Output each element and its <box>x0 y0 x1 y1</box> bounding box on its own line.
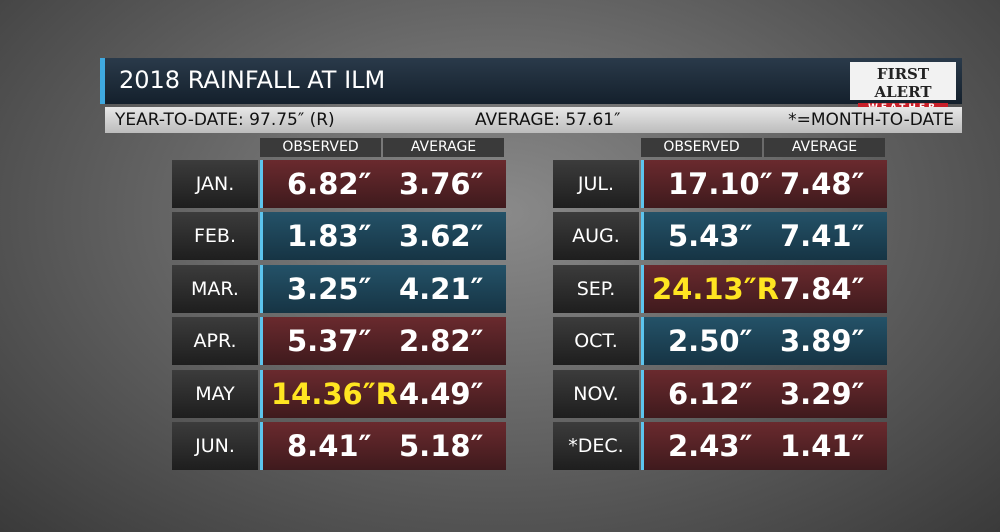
value-cell: 2.43″ 1.41″ <box>641 422 887 470</box>
observed: 1.83″ <box>287 219 372 254</box>
average: 7.84″ <box>780 271 865 306</box>
observed: 5.43″ <box>668 219 753 254</box>
value-cell: 6.82″ 3.76″ <box>260 160 506 208</box>
average: 4.21″ <box>399 271 484 306</box>
value-cell: 1.83″ 3.62″ <box>260 212 506 261</box>
column-header: AVERAGE <box>383 138 504 157</box>
average: 5.18″ <box>399 429 484 463</box>
observed: 6.12″ <box>668 376 753 411</box>
average: 1.41″ <box>780 429 865 463</box>
title: 2018 RAINFALL AT ILM <box>119 66 386 94</box>
column-header: OBSERVED <box>260 138 381 157</box>
observed: 3.25″ <box>287 271 372 306</box>
logo-top: FIRST ALERT <box>874 65 932 101</box>
average: 7.41″ <box>780 219 865 254</box>
value-cell: 3.25″ 4.21″ <box>260 264 506 313</box>
observed: 14.36″R <box>271 376 399 411</box>
month-cell: NOV. <box>553 369 639 418</box>
average: 3.29″ <box>780 376 865 411</box>
value-cell: 2.50″ 3.89″ <box>641 317 887 366</box>
subheader: YEAR-TO-DATE: 97.75″ (R) AVERAGE: 57.61″… <box>105 107 962 133</box>
logo: FIRST ALERT WEATHER <box>850 62 956 113</box>
month-cell: OCT. <box>553 317 639 366</box>
average: 4.49″ <box>399 376 484 411</box>
column-header: OBSERVED <box>641 138 762 157</box>
value-cell: 6.12″ 3.29″ <box>641 369 887 418</box>
note: *=MONTH-TO-DATE <box>788 110 954 130</box>
month-cell: MAR. <box>172 264 258 313</box>
title-bar: 2018 RAINFALL AT ILM FIRST ALERT WEATHER <box>100 58 962 113</box>
value-cell: 14.36″R 4.49″ <box>260 369 506 418</box>
column-header: AVERAGE <box>764 138 885 157</box>
observed: 8.41″ <box>287 429 372 463</box>
month-cell: AUG. <box>553 212 639 261</box>
month-cell: MAY <box>172 369 258 418</box>
month-cell: APR. <box>172 317 258 366</box>
observed: 2.50″ <box>668 324 753 359</box>
month-cell: *DEC. <box>553 422 639 470</box>
observed: 5.37″ <box>287 324 372 359</box>
average: AVERAGE: 57.61″ <box>475 110 621 130</box>
average: 3.62″ <box>399 219 484 254</box>
observed: 2.43″ <box>668 429 753 463</box>
month-cell: JUL. <box>553 160 639 208</box>
value-cell: 5.43″ 7.41″ <box>641 212 887 261</box>
observed: 6.82″ <box>287 167 372 201</box>
month-cell: JAN. <box>172 160 258 208</box>
value-cell: 5.37″ 2.82″ <box>260 317 506 366</box>
average: 2.82″ <box>399 324 484 359</box>
value-cell: 8.41″ 5.18″ <box>260 422 506 470</box>
average: 7.48″ <box>780 167 865 201</box>
month-cell: SEP. <box>553 264 639 313</box>
month-cell: FEB. <box>172 212 258 261</box>
value-cell: 24.13″R 7.84″ <box>641 264 887 313</box>
observed: 17.10″ <box>668 167 773 201</box>
average: 3.76″ <box>399 167 484 201</box>
year-to-date: YEAR-TO-DATE: 97.75″ (R) <box>115 110 335 130</box>
observed: 24.13″R <box>652 271 780 306</box>
value-cell: 17.10″ 7.48″ <box>641 160 887 208</box>
month-cell: JUN. <box>172 422 258 470</box>
average: 3.89″ <box>780 324 865 359</box>
